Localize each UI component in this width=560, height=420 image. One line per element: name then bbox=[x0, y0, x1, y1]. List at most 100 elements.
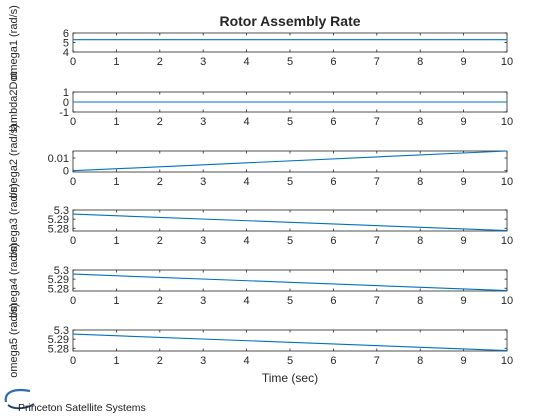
y-tick-label: 5.29 bbox=[48, 274, 69, 286]
y-tick-label: 5.28 bbox=[48, 343, 69, 355]
x-tick-label: 1 bbox=[113, 176, 119, 188]
subplot-5: 0 1 2 3 4 5 6 7 8 9 10 5.285.295.3 omega4 (rad/s) bbox=[8, 243, 513, 318]
x-tick-label: 8 bbox=[417, 56, 423, 68]
x-tick-label: 7 bbox=[374, 295, 380, 307]
x-tick-label: 5 bbox=[287, 116, 293, 128]
data-series-line bbox=[72, 333, 508, 352]
x-tick-label: 4 bbox=[244, 355, 250, 367]
x-tick-label: 1 bbox=[113, 235, 119, 247]
data-series-line bbox=[72, 273, 508, 292]
x-tick-label: 4 bbox=[244, 295, 250, 307]
y-tick-label: 5.28 bbox=[48, 223, 69, 235]
company-logo: Princeton Satellite Systems bbox=[4, 388, 146, 414]
x-tick-label: 1 bbox=[113, 355, 119, 367]
x-tick-label: 5 bbox=[287, 355, 293, 367]
x-tick-label: 0 bbox=[70, 235, 76, 247]
x-tick-label: 1 bbox=[113, 116, 119, 128]
chart-title: Rotor Assembly Rate bbox=[219, 13, 360, 29]
x-tick-label: 2 bbox=[157, 176, 163, 188]
y-axis-label: omega5 (rad/s) bbox=[8, 303, 20, 378]
x-tick-label: 2 bbox=[157, 116, 163, 128]
x-tick-label: 5 bbox=[287, 295, 293, 307]
x-tick-label: 3 bbox=[200, 56, 206, 68]
x-tick-label: 5 bbox=[287, 176, 293, 188]
x-tick-label: 1 bbox=[113, 56, 119, 68]
x-tick-label: 2 bbox=[157, 355, 163, 367]
x-axis-label: Time (sec) bbox=[262, 371, 318, 385]
x-tick-label: 3 bbox=[200, 355, 206, 367]
x-tick-label: 2 bbox=[157, 235, 163, 247]
y-tick-label: 5.3 bbox=[54, 325, 69, 337]
x-tick-label: 3 bbox=[200, 295, 206, 307]
y-tick-label: 1 bbox=[63, 87, 69, 99]
x-tick-label: 8 bbox=[417, 176, 423, 188]
x-tick-label: 4 bbox=[244, 176, 250, 188]
logo-orbit-icon bbox=[4, 388, 35, 410]
x-tick-label: 6 bbox=[330, 176, 336, 188]
y-tick-label: 6 bbox=[63, 28, 69, 40]
x-tick-label: 9 bbox=[461, 176, 467, 188]
subplot-6: 0 1 2 3 4 5 6 7 8 9 10 5.285.295.3 omega5 (rad/s) bbox=[8, 303, 513, 378]
x-tick-label: 9 bbox=[461, 355, 467, 367]
x-tick-label: 4 bbox=[244, 116, 250, 128]
x-tick-label: 2 bbox=[157, 295, 163, 307]
data-series-line bbox=[72, 150, 508, 172]
y-tick-label: 0.01 bbox=[48, 153, 69, 165]
y-tick-label: 5.28 bbox=[48, 283, 69, 295]
x-tick-label: 6 bbox=[330, 235, 336, 247]
x-tick-label: 7 bbox=[374, 116, 380, 128]
x-tick-label: 6 bbox=[330, 295, 336, 307]
y-tick-label: 5.29 bbox=[48, 214, 69, 226]
x-tick-label: 0 bbox=[70, 56, 76, 68]
x-tick-label: 10 bbox=[501, 235, 513, 247]
x-tick-label: 8 bbox=[417, 235, 423, 247]
y-axis-label: omega3 (rad/s) bbox=[8, 183, 20, 258]
company-logo-text: Princeton Satellite Systems bbox=[18, 402, 146, 414]
subplot-4: 0 1 2 3 4 5 6 7 8 9 10 5.285.295.3 omega3 (rad/s) bbox=[8, 183, 513, 258]
x-tick-label: 6 bbox=[330, 116, 336, 128]
y-tick-label: 5.3 bbox=[54, 265, 69, 277]
x-tick-label: 8 bbox=[417, 116, 423, 128]
axes-box bbox=[72, 32, 508, 53]
x-tick-label: 9 bbox=[461, 235, 467, 247]
x-tick-label: 7 bbox=[374, 56, 380, 68]
x-tick-label: 4 bbox=[244, 56, 250, 68]
y-tick-label: 5.3 bbox=[54, 205, 69, 217]
y-tick-label: 0 bbox=[63, 97, 69, 109]
x-tick-label: 9 bbox=[461, 116, 467, 128]
x-tick-label: 3 bbox=[200, 235, 206, 247]
subplot-3: 0 1 2 3 4 5 6 7 8 9 10 00.01 omega2 (rad/s) bbox=[8, 124, 513, 199]
x-tick-label: 10 bbox=[501, 295, 513, 307]
x-tick-label: 6 bbox=[330, 56, 336, 68]
y-axis-label: omega4 (rad/s) bbox=[8, 243, 20, 318]
x-tick-label: 6 bbox=[330, 355, 336, 367]
x-tick-label: 5 bbox=[287, 235, 293, 247]
x-tick-label: 8 bbox=[417, 355, 423, 367]
x-tick-label: 10 bbox=[501, 56, 513, 68]
y-tick-label: 4 bbox=[63, 47, 69, 59]
y-axis-label: omega1 (rad/s) bbox=[8, 5, 20, 80]
x-tick-label: 3 bbox=[200, 176, 206, 188]
y-tick-label: -1 bbox=[59, 107, 69, 119]
x-tick-label: 10 bbox=[501, 355, 513, 367]
data-series-line bbox=[72, 213, 508, 232]
x-tick-label: 9 bbox=[461, 295, 467, 307]
x-tick-label: 4 bbox=[244, 235, 250, 247]
x-tick-label: 7 bbox=[374, 355, 380, 367]
x-tick-label: 3 bbox=[200, 116, 206, 128]
x-tick-label: 10 bbox=[501, 176, 513, 188]
x-tick-label: 9 bbox=[461, 56, 467, 68]
x-tick-label: 1 bbox=[113, 295, 119, 307]
y-axis-label: omega2 (rad/s) bbox=[8, 124, 20, 199]
y-tick-label: 5.29 bbox=[48, 334, 69, 346]
y-tick-label: 0 bbox=[63, 166, 69, 178]
x-tick-label: 5 bbox=[287, 56, 293, 68]
x-tick-label: 0 bbox=[70, 295, 76, 307]
x-tick-label: 7 bbox=[374, 235, 380, 247]
x-tick-label: 0 bbox=[70, 355, 76, 367]
x-tick-label: 2 bbox=[157, 56, 163, 68]
